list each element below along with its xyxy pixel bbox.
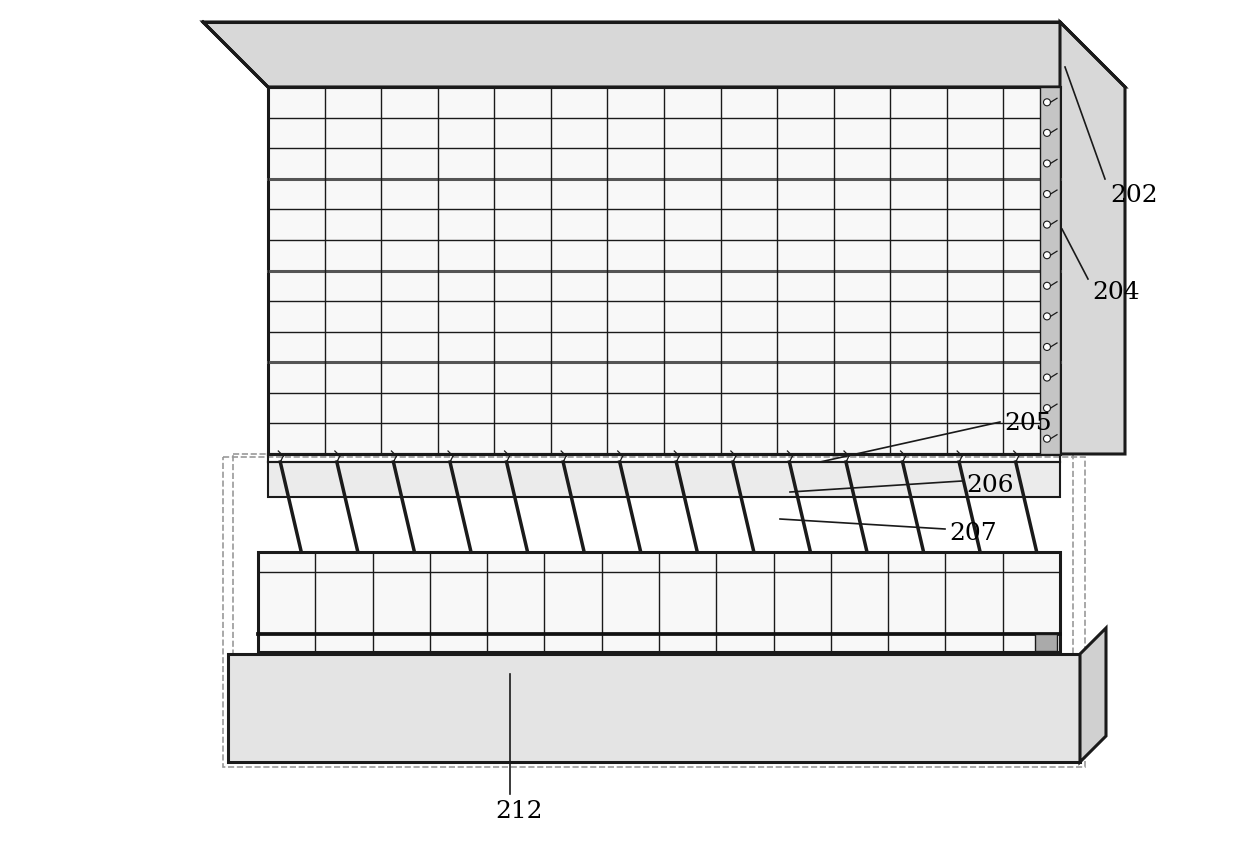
Polygon shape bbox=[1040, 88, 1060, 454]
Circle shape bbox=[1044, 222, 1050, 229]
Circle shape bbox=[1044, 375, 1050, 381]
Polygon shape bbox=[268, 88, 1060, 454]
Bar bbox=[1035, 634, 1056, 652]
Polygon shape bbox=[1060, 23, 1125, 454]
Text: 206: 206 bbox=[966, 473, 1013, 496]
Text: 204: 204 bbox=[1092, 280, 1140, 303]
Circle shape bbox=[1044, 100, 1050, 106]
Polygon shape bbox=[268, 463, 1060, 497]
Text: 205: 205 bbox=[1004, 411, 1052, 434]
Circle shape bbox=[1044, 192, 1050, 198]
Polygon shape bbox=[203, 23, 1125, 88]
Circle shape bbox=[1044, 130, 1050, 138]
Circle shape bbox=[1044, 344, 1050, 351]
Circle shape bbox=[1044, 283, 1050, 290]
Circle shape bbox=[1044, 252, 1050, 259]
Text: 207: 207 bbox=[949, 521, 997, 544]
Circle shape bbox=[1044, 436, 1050, 443]
Text: 202: 202 bbox=[1110, 183, 1158, 206]
Polygon shape bbox=[258, 552, 1060, 652]
Circle shape bbox=[1044, 313, 1050, 321]
Text: 212: 212 bbox=[495, 799, 543, 823]
Circle shape bbox=[1044, 160, 1050, 168]
Polygon shape bbox=[228, 654, 1080, 762]
Polygon shape bbox=[1080, 628, 1106, 762]
Circle shape bbox=[1044, 405, 1050, 412]
